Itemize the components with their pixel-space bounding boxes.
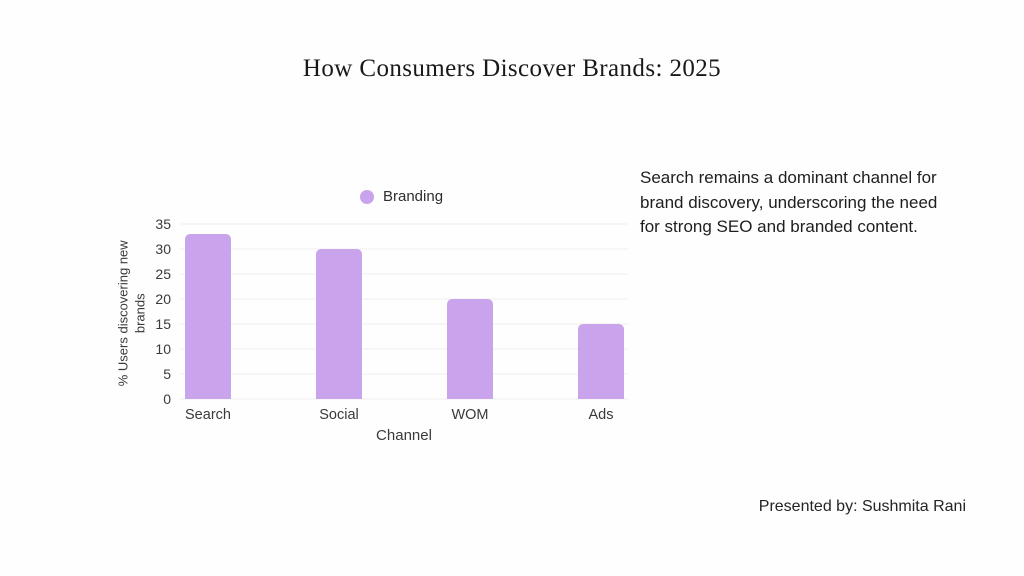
y-tick-label: 30 bbox=[155, 241, 171, 257]
y-axis-title: % Users discovering new brands bbox=[115, 240, 148, 387]
y-tick-label: 35 bbox=[155, 216, 171, 232]
x-category-label: Search bbox=[185, 407, 231, 423]
x-category-label: Ads bbox=[589, 407, 614, 423]
y-tick-label: 5 bbox=[163, 366, 171, 382]
insight-text: Search remains a dominant channel for br… bbox=[640, 168, 938, 237]
y-tick-label: 10 bbox=[155, 341, 171, 357]
x-axis-title: Channel bbox=[376, 427, 432, 444]
bar-wom bbox=[447, 299, 493, 399]
x-category-label: Social bbox=[319, 407, 359, 423]
page-title: How Consumers Discover Brands: 2025 bbox=[302, 55, 722, 82]
bar-social bbox=[316, 249, 362, 399]
legend-label-branding: Branding bbox=[383, 188, 444, 205]
bar-chart: 0 5 10 15 20 25 30 35 Search Social WOM Ads bbox=[155, 216, 628, 423]
presented-by-credit: Presented by: Sushmita Rani bbox=[758, 498, 966, 515]
y-tick-label: 0 bbox=[163, 391, 171, 407]
x-category-label: WOM bbox=[451, 407, 488, 423]
y-tick-label: 15 bbox=[155, 316, 171, 332]
y-tick-label: 20 bbox=[155, 291, 171, 307]
chart-legend: Branding bbox=[360, 188, 443, 205]
y-tick-label: 25 bbox=[155, 266, 171, 282]
legend-swatch-branding-icon bbox=[360, 189, 374, 204]
bar-search bbox=[185, 234, 231, 399]
bar-ads bbox=[578, 324, 624, 399]
